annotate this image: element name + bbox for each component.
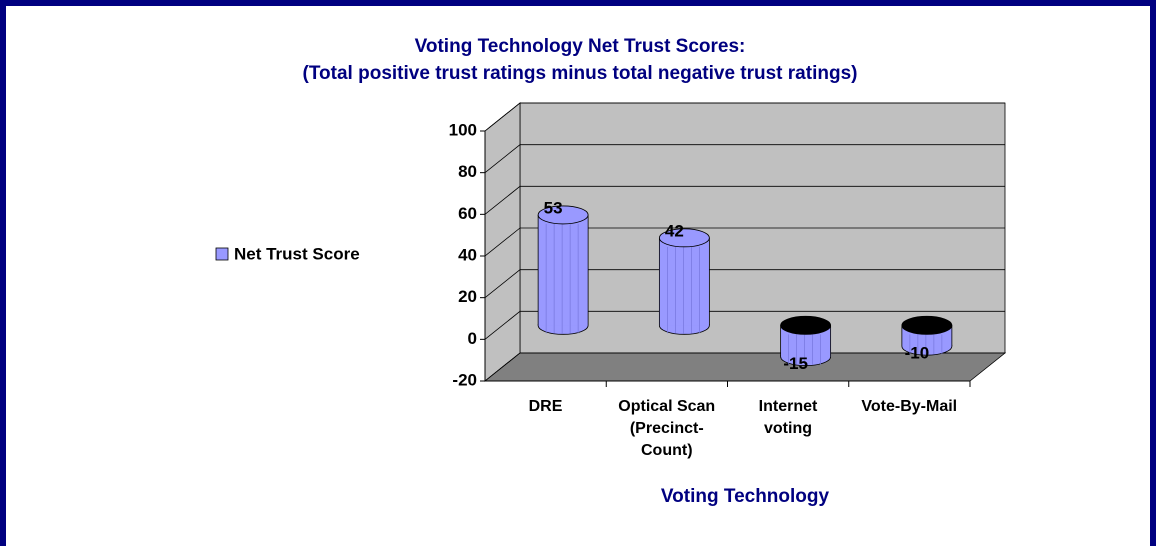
grid-line xyxy=(484,102,1005,132)
legend-swatch xyxy=(215,247,229,261)
x-tick-label: Vote-By-Mail xyxy=(861,398,958,415)
y-tick-label: 0 xyxy=(468,329,477,348)
grid-line xyxy=(484,144,1005,173)
value-label: 42 xyxy=(665,221,684,240)
bar xyxy=(901,315,953,356)
value-label: 53 xyxy=(544,198,563,217)
bar xyxy=(537,205,589,335)
bar xyxy=(658,228,710,335)
grid-line xyxy=(484,352,1005,382)
x-tick-label: DRE xyxy=(528,398,563,415)
chart-subtitle: (Total positive trust ratings minus tota… xyxy=(303,63,858,84)
y-tick-label: 60 xyxy=(458,204,477,223)
value-label: -10 xyxy=(905,344,930,363)
grid-line xyxy=(484,227,1005,257)
x-tick-label: Internet voting xyxy=(758,398,818,437)
legend-label: Net Trust Score xyxy=(234,244,360,263)
bar-part xyxy=(537,205,589,225)
grid-line xyxy=(484,185,1005,215)
y-tick-label: 100 xyxy=(449,120,477,139)
x-axis-title: Voting Technology xyxy=(661,486,830,507)
chart-title: Voting Technology Net Trust Scores: xyxy=(415,36,746,57)
bar-part xyxy=(538,214,589,326)
grid-line xyxy=(484,269,1005,298)
y-tick-label: 40 xyxy=(458,245,477,264)
y-tick-label: 80 xyxy=(458,162,477,181)
bar xyxy=(780,315,832,366)
bar-part xyxy=(780,315,832,335)
bar-part xyxy=(659,237,710,326)
bar-part xyxy=(901,315,953,335)
value-label: -15 xyxy=(783,354,808,373)
y-tick-label: -20 xyxy=(452,370,477,389)
y-tick-label: 20 xyxy=(458,287,477,306)
bar-part xyxy=(658,228,710,248)
x-tick-label: Optical Scan (Precinct- Count) xyxy=(618,398,716,459)
grid-line xyxy=(484,310,1005,340)
